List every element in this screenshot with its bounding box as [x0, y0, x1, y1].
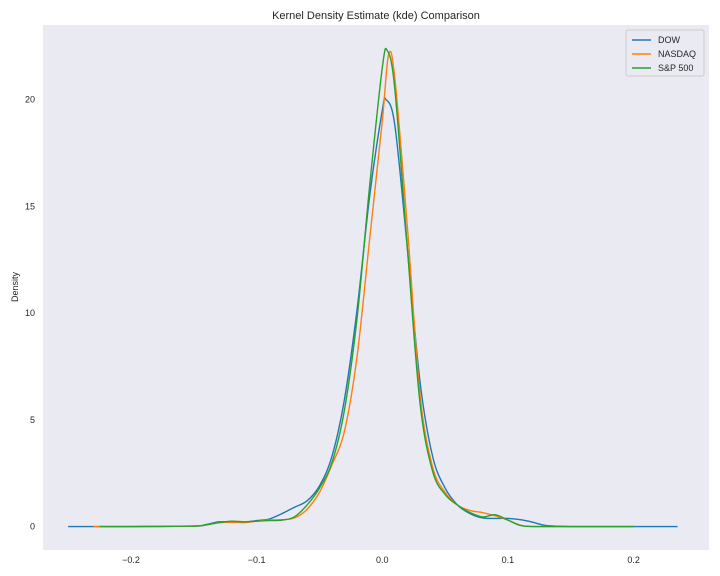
x-tick-label: −0.2	[122, 555, 140, 565]
plot-area	[43, 25, 709, 550]
legend-label: NASDAQ	[658, 49, 696, 59]
y-axis-ticks: 0 5 10 15 20	[25, 95, 35, 532]
legend: DOW NASDAQ S&P 500	[625, 29, 705, 77]
x-tick-label: −0.1	[248, 555, 266, 565]
legend-label: S&P 500	[658, 63, 693, 73]
legend-box	[625, 29, 705, 77]
x-tick-label: 0.1	[502, 555, 515, 565]
x-axis-ticks: −0.2 −0.1 0.0 0.1 0.2	[122, 555, 640, 565]
y-tick-label: 15	[25, 201, 35, 211]
y-axis-title: Density	[10, 271, 20, 302]
x-tick-label: 0.0	[376, 555, 389, 565]
chart-title: Kernel Density Estimate (kde) Comparison	[272, 10, 480, 22]
series-line-s-p-500	[99, 47, 634, 528]
legend-label: DOW	[658, 35, 681, 45]
series-lines	[68, 47, 678, 528]
y-tick-label: 5	[30, 415, 35, 425]
y-tick-label: 10	[25, 308, 35, 318]
series-line-nasdaq	[93, 50, 634, 528]
legend-items: DOW NASDAQ S&P 500	[632, 35, 696, 73]
y-tick-label: 0	[30, 522, 35, 532]
y-tick-label: 20	[25, 95, 35, 105]
x-tick-label: 0.2	[627, 555, 640, 565]
